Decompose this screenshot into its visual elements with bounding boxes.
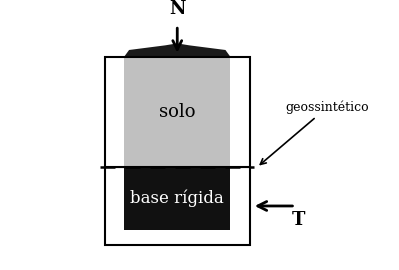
Bar (230, 57, 249, 167)
Text: geossintético: geossintético (260, 100, 369, 164)
Polygon shape (124, 43, 230, 57)
Bar (105, 230, 249, 245)
FancyBboxPatch shape (105, 167, 124, 245)
Bar (124, 57, 230, 167)
Bar (105, 57, 124, 167)
Bar (105, 167, 249, 245)
Text: base rígida: base rígida (130, 190, 224, 208)
Bar (230, 167, 249, 245)
FancyBboxPatch shape (105, 230, 249, 245)
Bar (124, 167, 230, 230)
Bar (105, 167, 124, 245)
Text: N: N (169, 0, 186, 18)
Text: solo: solo (159, 103, 196, 121)
Text: T: T (292, 211, 306, 229)
Bar (105, 57, 249, 167)
